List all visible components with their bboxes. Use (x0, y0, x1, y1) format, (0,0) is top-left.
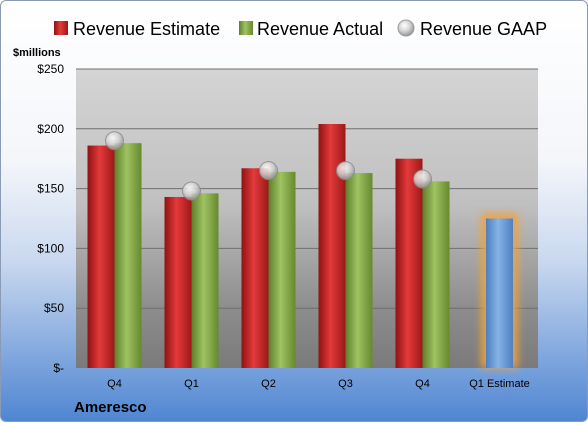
legend-item-revenue-actual: Revenue Actual (239, 19, 383, 39)
marker-revenue-gaap (413, 169, 432, 189)
y-tick-label: $- (53, 361, 64, 375)
bars (87, 124, 518, 369)
marker-revenue-gaap (182, 181, 201, 201)
x-tick-label: Q4 (415, 378, 430, 390)
x-tick-label: Q1 (184, 378, 199, 390)
y-axis-labels: $- $50 $100 $150 $200 $250 (37, 62, 64, 375)
bar-revenue-actual (345, 173, 373, 368)
y-tick-label: $50 (44, 301, 64, 315)
legend-swatch-gaap-marker (397, 19, 415, 37)
bar-revenue-actual (191, 193, 219, 368)
gridlines (76, 68, 538, 309)
legend-label-revenue-estimate: Revenue Estimate (73, 19, 220, 39)
legend-item-revenue-estimate: Revenue Estimate (54, 19, 220, 39)
bar-revenue-estimate (318, 124, 346, 369)
y-tick-label: $150 (37, 182, 64, 196)
x-tick-label: Q4 (107, 378, 122, 390)
legend-item-revenue-gaap: Revenue GAAP (397, 19, 547, 39)
legend-label-revenue-gaap: Revenue GAAP (420, 19, 547, 39)
bar-revenue-estimate (87, 145, 115, 368)
bar-q1-estimate (486, 218, 513, 368)
marker-revenue-gaap (336, 161, 355, 181)
y-tick-label: $250 (37, 62, 64, 76)
x-tick-label: Q2 (261, 378, 276, 390)
bar-revenue-estimate (164, 196, 192, 368)
x-axis-labels: Q4 Q1 Q2 Q3 Q4 Q1 Estimate (107, 378, 530, 390)
marker-revenue-gaap (259, 161, 278, 181)
plot-area (76, 69, 538, 368)
bar-revenue-estimate (395, 158, 423, 368)
company-name: Ameresco (74, 399, 147, 416)
bar-revenue-actual (268, 171, 296, 368)
gaap-markers (105, 131, 432, 201)
legend: Revenue Estimate Revenue Actual Revenue … (54, 19, 547, 39)
x-tick-label: Q1 Estimate (469, 378, 530, 390)
y-axis-unit-label: $millions (13, 47, 61, 59)
x-tick-label: Q3 (338, 378, 353, 390)
bar-revenue-actual (114, 143, 142, 368)
bar-revenue-estimate (241, 168, 269, 368)
legend-label-revenue-actual: Revenue Actual (257, 19, 383, 39)
y-tick-label: $100 (37, 241, 64, 255)
bar-revenue-actual (422, 181, 450, 368)
marker-revenue-gaap (105, 131, 124, 151)
y-tick-label: $200 (37, 122, 64, 136)
legend-swatch-red (54, 21, 68, 35)
legend-swatch-green (239, 21, 253, 35)
